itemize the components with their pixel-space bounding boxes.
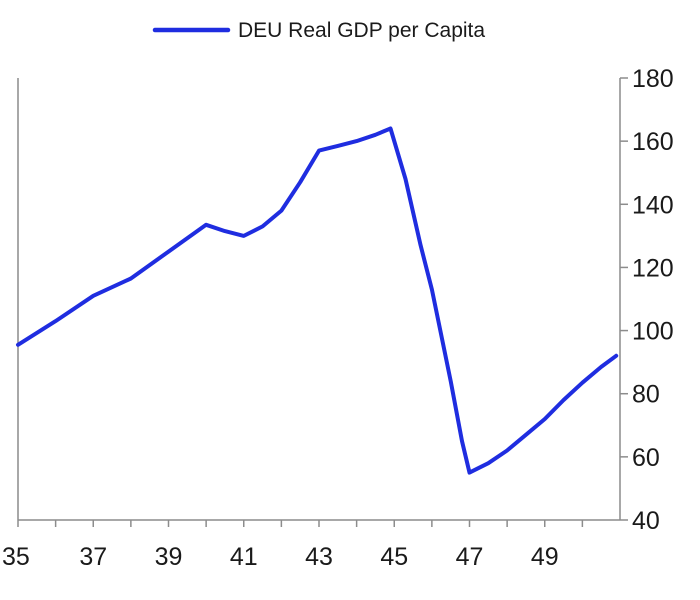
y-tick-label: 60 bbox=[632, 444, 660, 472]
x-tick-label: 37 bbox=[79, 543, 107, 571]
x-tick-label: 49 bbox=[531, 543, 559, 571]
x-tick-label: 41 bbox=[230, 543, 258, 571]
x-tick-label: 43 bbox=[305, 543, 333, 571]
series-layer bbox=[16, 126, 619, 475]
y-tick-label: 80 bbox=[632, 381, 660, 409]
legend: DEU Real GDP per Capita bbox=[152, 19, 485, 42]
y-tick-label: 180 bbox=[632, 65, 674, 93]
axes bbox=[17, 78, 621, 521]
x-tick-label: 47 bbox=[456, 543, 484, 571]
y-tick-label: 40 bbox=[632, 507, 660, 535]
y-tick-label: 100 bbox=[632, 318, 674, 346]
y-tick-label: 160 bbox=[632, 128, 674, 156]
y-axis-ticks: 40 60 80 100 120 140 160 180 bbox=[620, 65, 674, 535]
x-tick-label: 45 bbox=[380, 543, 408, 571]
x-tick-label: 35 bbox=[2, 543, 30, 571]
series-line-deu-gdp bbox=[16, 126, 619, 475]
x-axis-ticks: 35 37 39 41 43 45 47 49 bbox=[2, 520, 584, 571]
y-tick-label: 120 bbox=[632, 254, 674, 282]
legend-label-deu-gdp: DEU Real GDP per Capita bbox=[238, 19, 485, 42]
y-tick-label: 140 bbox=[632, 191, 674, 219]
x-tick-label: 39 bbox=[155, 543, 183, 571]
